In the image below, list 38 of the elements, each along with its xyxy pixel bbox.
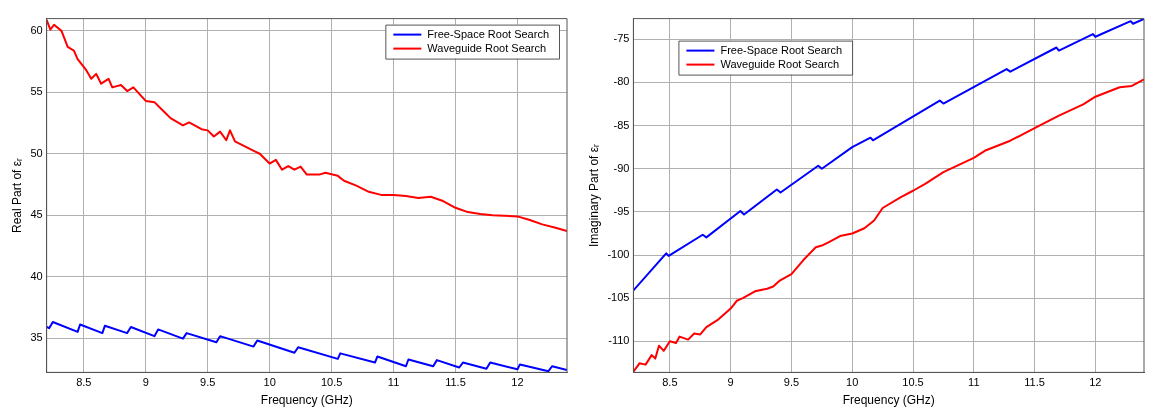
x-tick-label: 11.5 xyxy=(445,376,466,389)
y-tick-label: -75 xyxy=(613,32,630,45)
y-tick-label: 40 xyxy=(30,269,43,282)
x-tick-label: 10 xyxy=(846,376,859,389)
legend-label: Waveguide Root Search xyxy=(720,57,840,70)
x-tick-label: 9.5 xyxy=(783,376,800,389)
y-tick-label: -90 xyxy=(613,161,630,174)
y-tick-label: -80 xyxy=(613,75,630,88)
y-tick-label: -100 xyxy=(607,248,630,261)
legend-label: Free-Space Root Search xyxy=(427,27,549,40)
x-tick-label: 11.5 xyxy=(1024,376,1045,389)
y-tick-label: -110 xyxy=(608,334,630,347)
x-axis-title: Frequency (GHz) xyxy=(260,393,353,408)
y-tick-label: 50 xyxy=(30,146,43,159)
x-axis-title: Frequency (GHz) xyxy=(842,393,935,408)
legend-label: Free-Space Root Search xyxy=(720,43,843,56)
x-tick-label: 9.5 xyxy=(200,376,216,389)
x-tick-label: 11 xyxy=(387,376,400,389)
x-tick-label: 8.5 xyxy=(662,376,678,389)
y-axis-title: Real Part of εᵣ xyxy=(9,157,24,233)
y-tick-label: 35 xyxy=(30,331,43,344)
x-tick-label: 8.5 xyxy=(76,376,92,389)
y-tick-label: 55 xyxy=(30,85,43,98)
x-tick-label: 10 xyxy=(263,376,276,389)
y-tick-label: -85 xyxy=(613,118,630,131)
x-tick-label: 9 xyxy=(727,376,734,389)
y-tick-label: -105 xyxy=(607,291,630,304)
x-tick-label: 10.5 xyxy=(320,376,343,389)
x-tick-label: 12 xyxy=(511,376,524,389)
y-tick-label: -95 xyxy=(613,204,630,217)
x-tick-label: 11 xyxy=(968,376,980,389)
x-tick-label: 12 xyxy=(1089,376,1102,389)
x-tick-label: 9 xyxy=(142,376,149,389)
y-tick-label: 60 xyxy=(30,23,43,36)
y-tick-label: 45 xyxy=(30,208,43,221)
x-tick-label: 10.5 xyxy=(902,376,924,389)
y-axis-title: Imaginary Part of εᵣ xyxy=(586,143,601,247)
legend-label: Waveguide Root Search xyxy=(427,41,547,54)
